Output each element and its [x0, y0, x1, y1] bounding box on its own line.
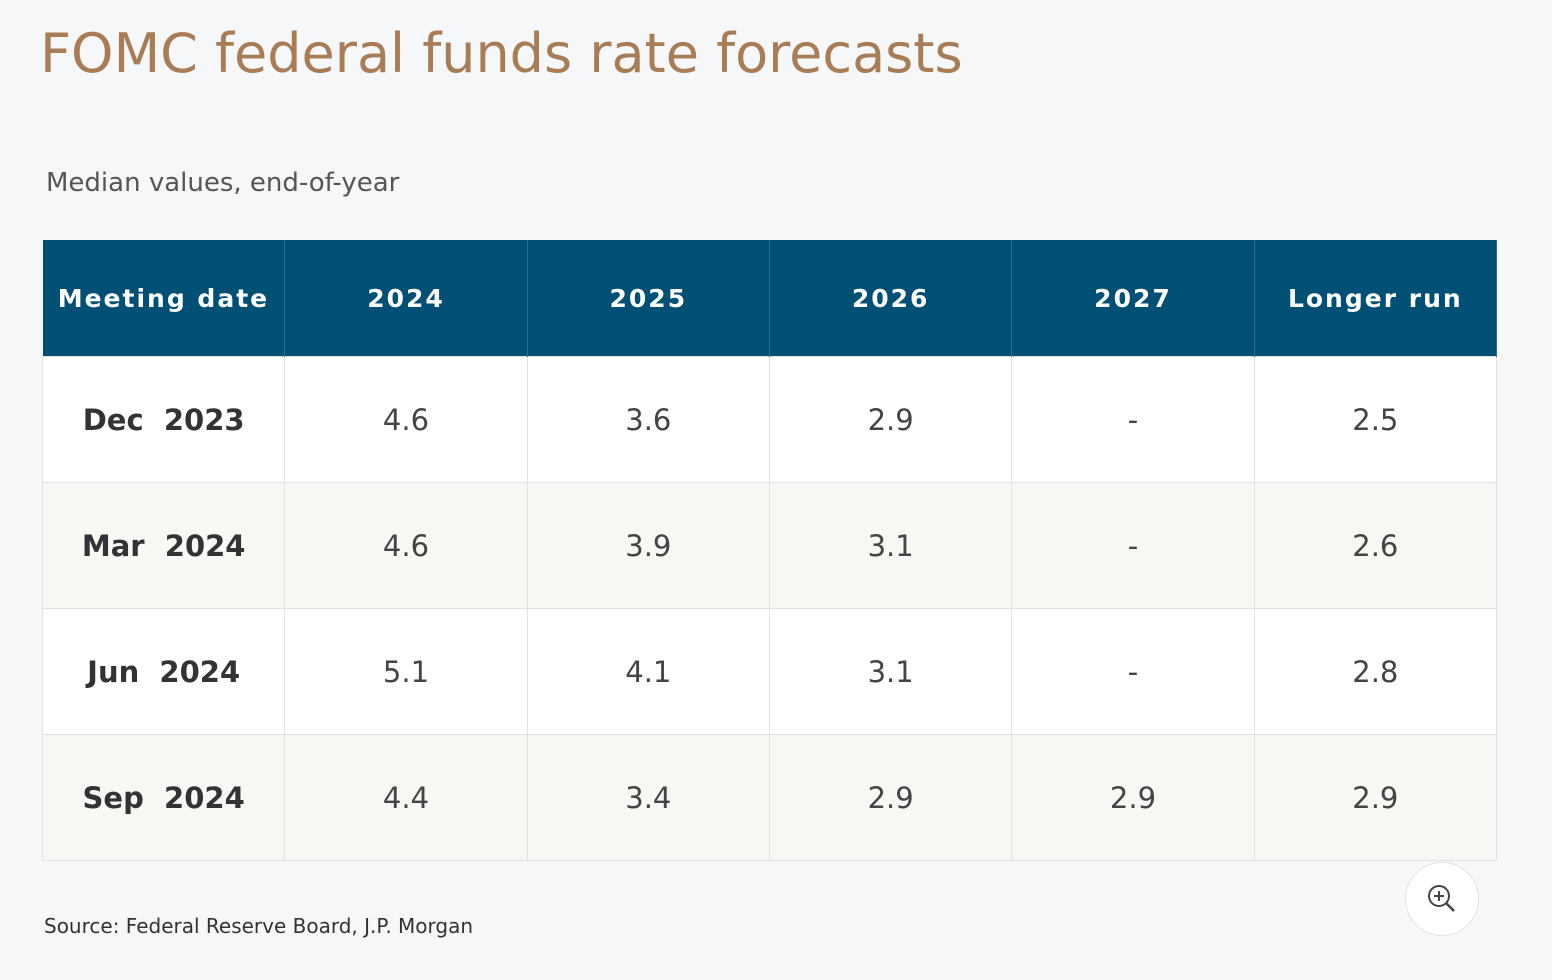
row: Mar 2024 4.6 3.9 3.1-2.6 — [41, 482, 1498, 609]
header-cell: Meeting date — [42, 240, 286, 357]
cell: 4.1 — [526, 608, 770, 735]
cell: 4.6 — [284, 356, 528, 483]
cell: 2.6 — [1253, 482, 1498, 609]
cell: 3.4 — [526, 734, 770, 861]
cell: 3.9 — [526, 482, 770, 609]
cell: 2.8 — [1253, 608, 1498, 735]
table: Meeting date 2024 2025 2026 2027 Longer run De… — [41, 240, 1498, 861]
row: Jun 2024 5.1 4.1 3.1-2.8 — [41, 608, 1498, 735]
source: Source: Federal Reserve Board, J.P. Morg… — [44, 914, 474, 938]
zoom-icon — [1428, 885, 1455, 912]
title: FOMC federal funds rate forecasts — [40, 22, 963, 85]
cell: - — [1011, 482, 1255, 609]
cell: 4.4 — [284, 734, 528, 861]
cell: Mar 2024 — [41, 482, 286, 609]
cell: 4.6 — [284, 482, 528, 609]
cell: 2.9 — [1011, 734, 1255, 861]
cell: Jun 2024 — [41, 608, 286, 735]
cell: 2.9 — [1253, 734, 1498, 861]
cell: 3.6 — [526, 356, 770, 483]
row: Sep 2024 4.4 3.4 2.9 2.9 2.9 — [41, 734, 1498, 861]
cell: Dec 2023 — [41, 356, 286, 483]
subtitle: Median values, end-of-year — [46, 168, 400, 198]
header-cell: 2026 — [769, 240, 1013, 357]
cell: Sep 2024 — [41, 734, 286, 861]
header-cell: Longer run — [1254, 240, 1498, 357]
cell: 3.1 — [768, 608, 1013, 735]
header-cell: 2027 — [1011, 240, 1255, 357]
cell: 5.1 — [284, 608, 528, 735]
cell: 2.5 — [1253, 356, 1498, 483]
cell: 2.9 — [768, 734, 1013, 861]
cell: 3.1 — [768, 482, 1013, 609]
zoom-button[interactable] — [1405, 862, 1479, 936]
header-cell: 2024 — [284, 240, 528, 357]
cell: - — [1011, 356, 1255, 483]
row: Dec 2023 4.6 3.6 2.9-2.5 — [41, 356, 1498, 483]
cell: 2.9 — [768, 356, 1013, 483]
header-cell: 2025 — [527, 240, 770, 357]
cell: - — [1011, 608, 1255, 735]
